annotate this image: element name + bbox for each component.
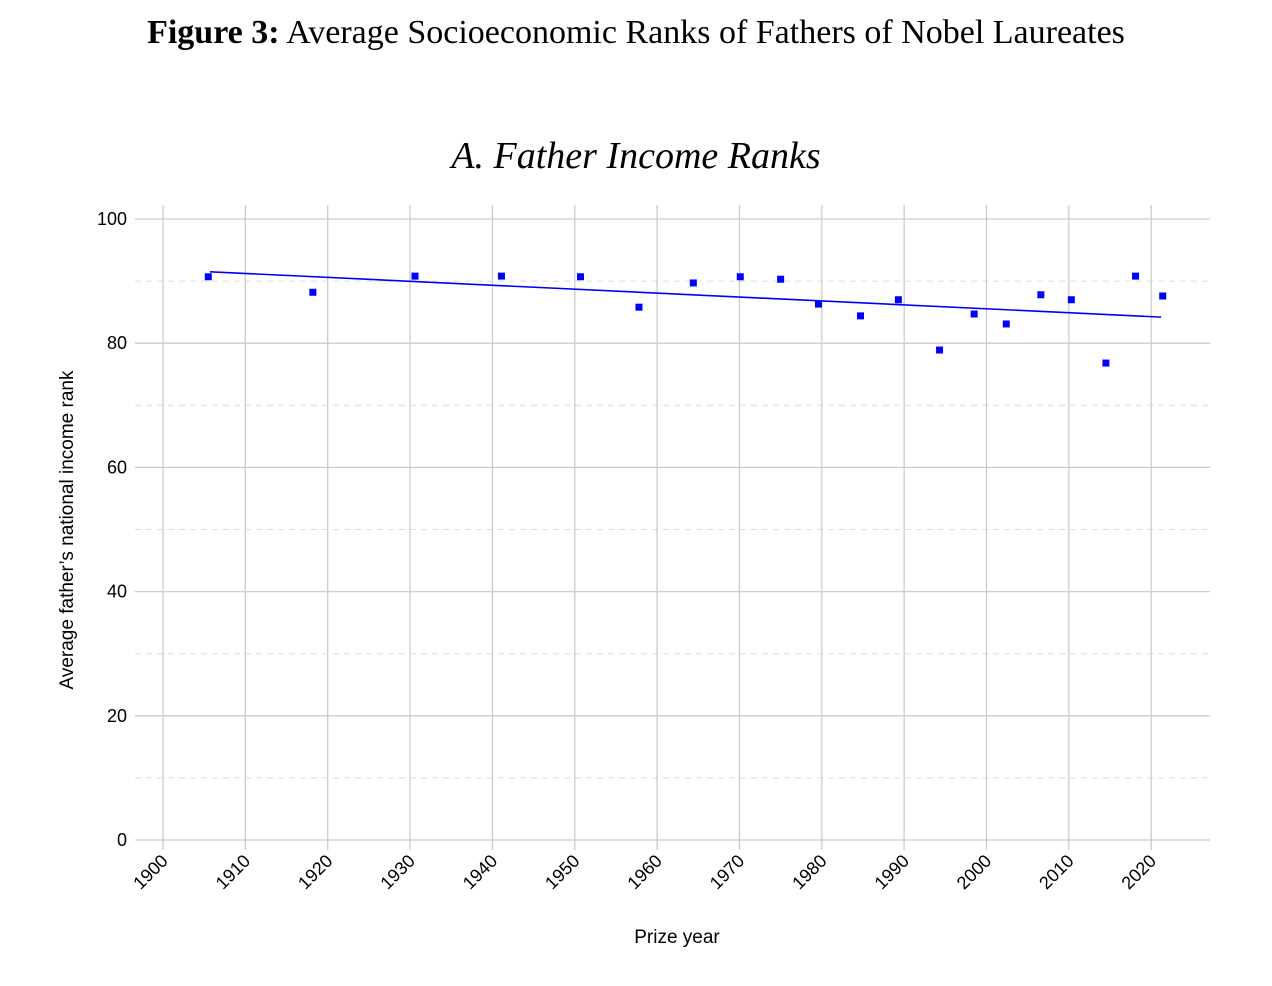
data-point: [815, 300, 823, 308]
data-points: [204, 272, 1167, 367]
x-tick-label: 1990: [871, 851, 913, 893]
fit-line: [209, 270, 1162, 318]
data-point: [936, 346, 944, 354]
y-axis-label: Average father’s national income rank: [57, 370, 78, 689]
y-tick-label: 100: [97, 209, 127, 229]
data-point: [857, 312, 865, 320]
data-point: [1002, 320, 1010, 328]
x-tick-label: 1910: [212, 851, 254, 893]
data-point: [411, 272, 419, 280]
y-tick-label: 40: [107, 582, 127, 602]
grid: [135, 205, 1210, 850]
data-point: [1037, 291, 1045, 299]
data-point: [635, 303, 643, 311]
y-tick-label: 0: [117, 830, 127, 850]
x-tick-label: 1930: [376, 851, 418, 893]
data-point: [970, 310, 978, 318]
fit-line-group: [209, 270, 1162, 318]
data-point: [204, 273, 212, 281]
x-tick-label: 2020: [1118, 851, 1160, 893]
data-point: [1159, 292, 1167, 300]
data-point: [1132, 272, 1140, 280]
data-point: [577, 273, 585, 281]
figure-title: Figure 3: Average Socioeconomic Ranks of…: [0, 14, 1272, 52]
y-axis-ticks: 0 20 40 60 80 100: [97, 209, 127, 850]
data-point: [1067, 296, 1075, 304]
x-axis-label: Prize year: [634, 927, 720, 948]
data-point: [309, 288, 317, 296]
data-point: [1102, 359, 1110, 367]
x-tick-label: 1940: [459, 851, 501, 893]
y-tick-label: 20: [107, 706, 127, 726]
figure-title-text: Average Socioeconomic Ranks of Fathers o…: [286, 14, 1125, 51]
y-tick-label: 80: [107, 333, 127, 353]
x-tick-label: 1900: [129, 851, 171, 893]
x-tick-label: 2010: [1035, 851, 1077, 893]
x-axis-ticks: 1900 1910 1920 1930 1940 1950 1960 1970 1980 1990…: [129, 851, 1160, 893]
x-tick-label: 2000: [953, 851, 995, 893]
data-point: [736, 273, 744, 281]
y-tick-label: 60: [107, 457, 127, 477]
x-tick-label: 1950: [541, 851, 583, 893]
data-point: [497, 272, 505, 280]
x-tick-label: 1970: [706, 851, 748, 893]
data-point: [777, 275, 785, 283]
chart-title: A. Father Income Ranks: [451, 135, 821, 177]
x-tick-label: 1960: [623, 851, 665, 893]
data-point: [689, 279, 697, 287]
x-tick-label: 1980: [788, 851, 830, 893]
x-tick-label: 1920: [294, 851, 336, 893]
figure-label: Figure 3:: [147, 14, 280, 51]
data-point: [894, 296, 902, 304]
